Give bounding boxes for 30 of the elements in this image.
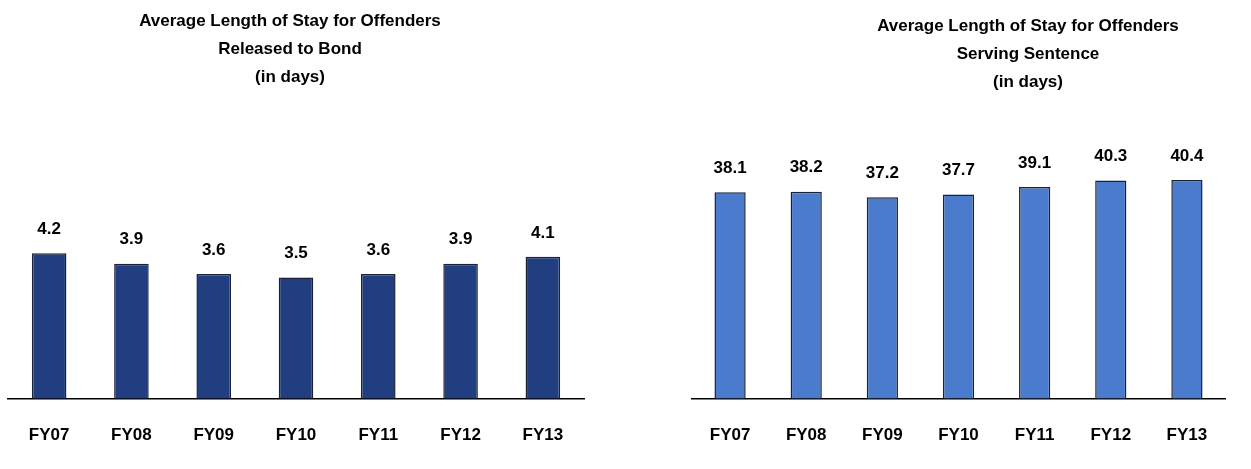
data-label: 3.5 (284, 243, 308, 263)
x-tick-label: FY12 (1090, 425, 1132, 445)
data-label: 38.2 (789, 157, 823, 177)
x-tick-label: FY12 (440, 425, 481, 445)
data-label: 38.1 (713, 158, 747, 178)
x-tick-label: FY09 (193, 425, 235, 445)
x-tick-label: FY13 (522, 425, 564, 445)
data-label: 40.3 (1094, 146, 1128, 166)
x-tick-label: FY09 (862, 425, 903, 445)
x-tick-label: FY07 (709, 425, 751, 445)
data-label: 3.9 (119, 229, 144, 249)
x-tick-label: FY11 (1014, 425, 1055, 445)
x-tick-label: FY10 (938, 425, 979, 445)
chart-title: Average Length of Stay for Offenders Serving Sentence (in days) (876, 15, 1180, 93)
data-label: 3.6 (366, 239, 391, 259)
data-label: 37.2 (865, 162, 899, 182)
x-tick-label: FY13 (1166, 425, 1208, 445)
x-tick-label: FY08 (111, 425, 152, 445)
x-tick-label: FY08 (785, 425, 827, 445)
chart-title: Average Length of Stay for Offenders Released to Bond (in days) (138, 10, 442, 88)
x-tick-label: FY11 (358, 425, 399, 445)
data-label: 4.2 (37, 219, 61, 239)
data-label: 39.1 (1018, 152, 1052, 172)
x-tick-label: FY07 (28, 425, 70, 445)
data-label: 40.4 (1170, 145, 1205, 165)
data-label: 3.6 (201, 239, 226, 259)
data-label: 37.7 (941, 160, 976, 180)
x-tick-label: FY10 (275, 425, 317, 445)
data-label: 3.9 (448, 229, 473, 249)
data-label: 4.1 (531, 222, 555, 242)
